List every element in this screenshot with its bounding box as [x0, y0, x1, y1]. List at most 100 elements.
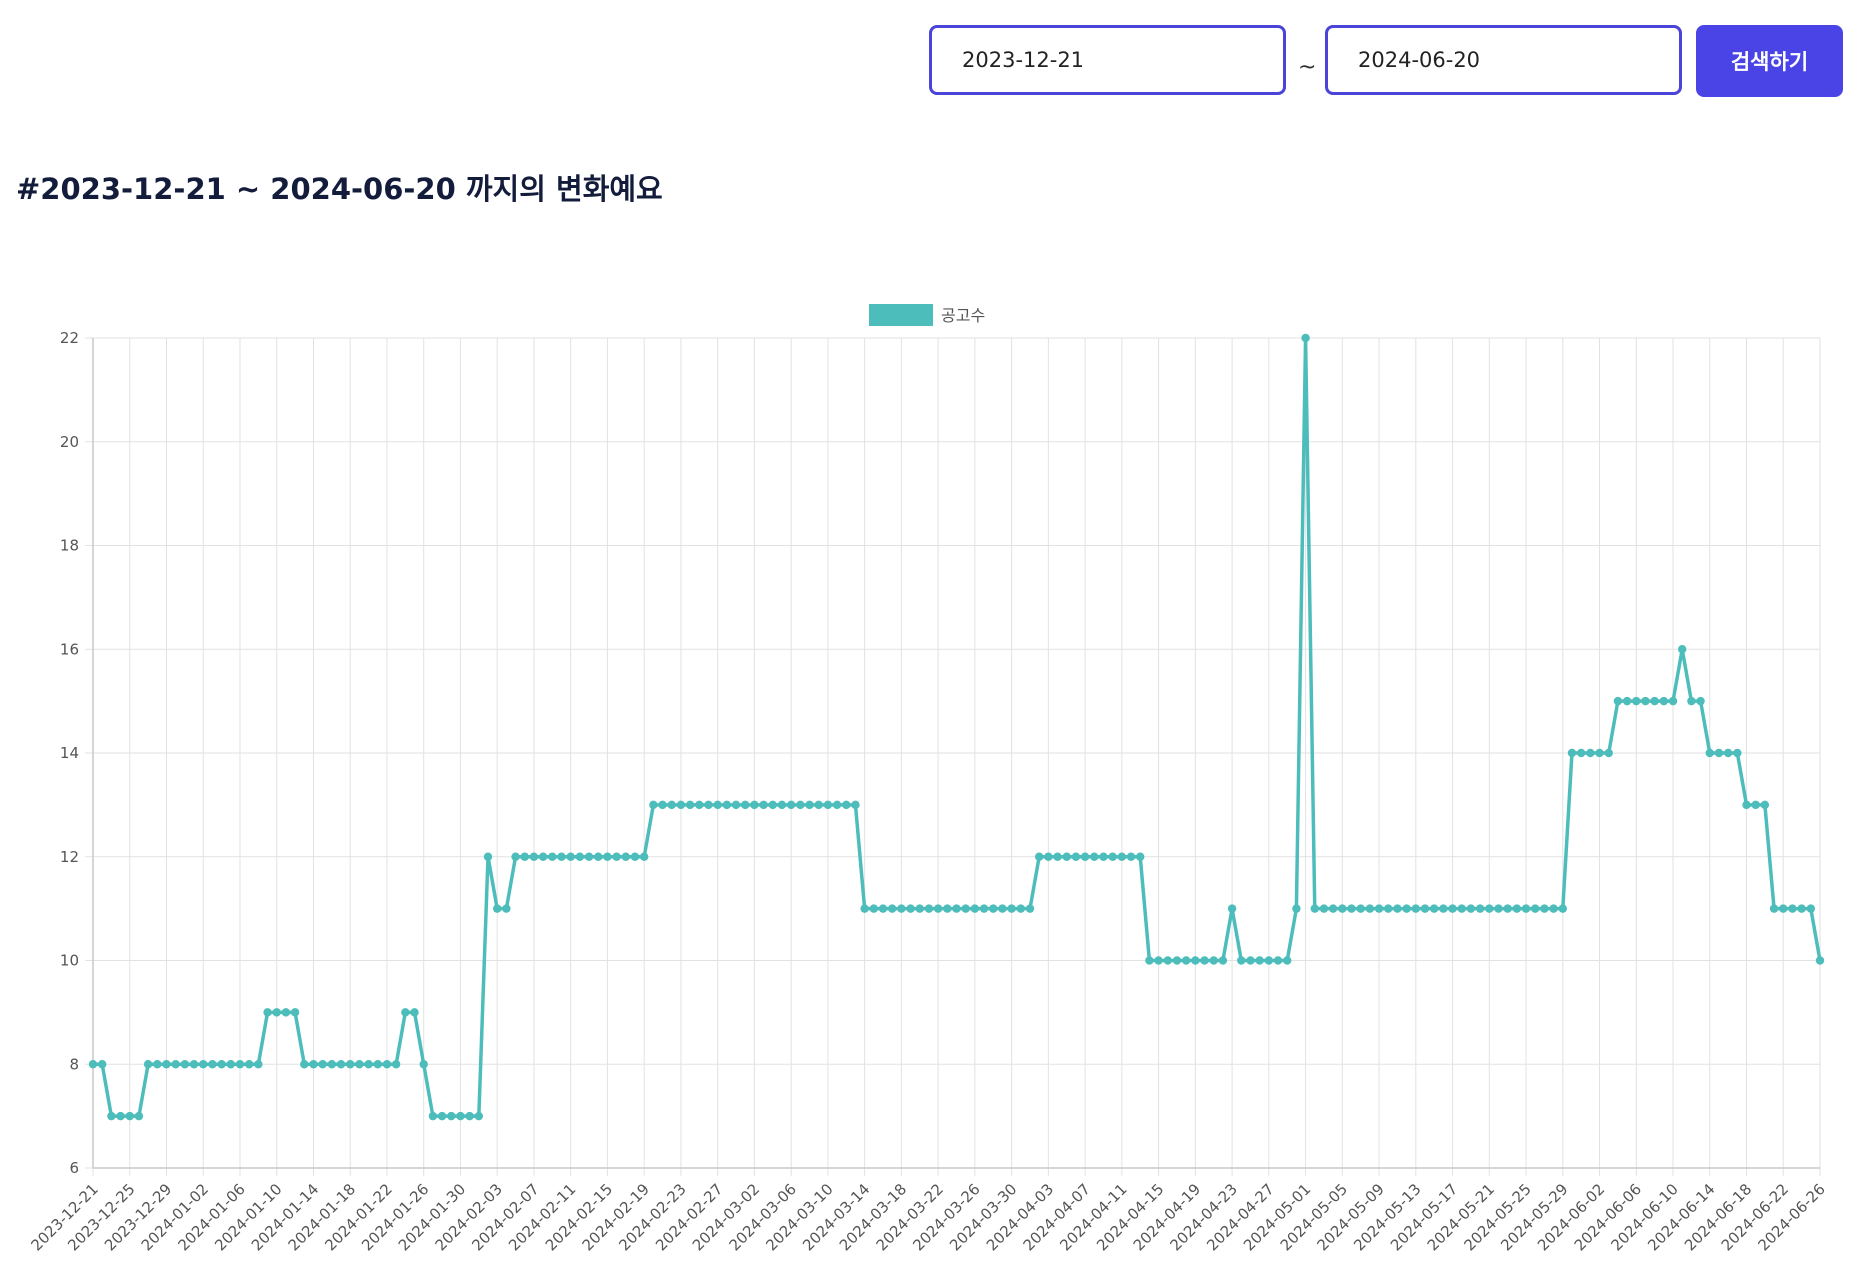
data-point[interactable]: [1567, 748, 1577, 758]
data-point[interactable]: [915, 904, 924, 913]
data-point[interactable]: [713, 800, 722, 810]
data-point[interactable]: [1659, 696, 1669, 706]
data-point[interactable]: [1191, 956, 1200, 965]
data-point[interactable]: [520, 852, 529, 861]
data-point[interactable]: [1025, 904, 1035, 913]
data-point[interactable]: [208, 1060, 217, 1069]
data-point[interactable]: [777, 800, 787, 810]
data-point[interactable]: [153, 1060, 162, 1069]
data-point[interactable]: [1393, 904, 1402, 913]
data-point[interactable]: [364, 1060, 373, 1069]
data-point[interactable]: [143, 1060, 153, 1069]
data-point[interactable]: [1503, 904, 1512, 913]
data-point[interactable]: [300, 1060, 309, 1069]
data-point[interactable]: [1227, 904, 1237, 913]
data-point[interactable]: [814, 800, 823, 810]
data-point[interactable]: [548, 852, 557, 861]
data-point[interactable]: [419, 1060, 428, 1069]
data-point[interactable]: [1090, 852, 1099, 861]
data-point[interactable]: [557, 852, 566, 861]
data-point[interactable]: [1181, 956, 1191, 965]
data-point[interactable]: [116, 1111, 125, 1121]
data-point[interactable]: [1668, 696, 1678, 706]
data-point[interactable]: [1246, 956, 1255, 965]
data-point[interactable]: [603, 852, 612, 861]
data-point[interactable]: [695, 800, 704, 810]
data-point[interactable]: [189, 1060, 199, 1069]
data-point[interactable]: [226, 1060, 235, 1069]
data-point[interactable]: [1604, 748, 1613, 758]
data-point[interactable]: [254, 1060, 263, 1069]
data-point[interactable]: [1457, 904, 1466, 913]
data-point[interactable]: [750, 800, 759, 810]
data-point[interactable]: [741, 800, 750, 810]
data-point[interactable]: [1558, 904, 1567, 913]
data-point[interactable]: [860, 904, 869, 913]
data-point[interactable]: [1328, 904, 1338, 913]
data-point[interactable]: [649, 800, 658, 810]
data-point[interactable]: [989, 904, 998, 913]
data-point[interactable]: [1209, 956, 1218, 965]
data-point[interactable]: [410, 1008, 419, 1017]
data-point[interactable]: [1705, 748, 1714, 758]
data-point[interactable]: [584, 852, 594, 861]
data-point[interactable]: [1172, 956, 1182, 965]
end-date-input[interactable]: [1325, 25, 1682, 95]
data-point[interactable]: [1310, 904, 1319, 913]
data-point[interactable]: [1200, 956, 1209, 965]
data-point[interactable]: [529, 852, 539, 861]
data-point[interactable]: [1283, 956, 1292, 965]
data-point[interactable]: [630, 852, 640, 861]
data-point[interactable]: [924, 904, 934, 913]
data-point[interactable]: [639, 852, 649, 861]
data-point[interactable]: [979, 904, 989, 913]
data-point[interactable]: [373, 1060, 382, 1069]
data-point[interactable]: [217, 1060, 226, 1069]
data-point[interactable]: [107, 1111, 116, 1121]
data-point[interactable]: [869, 904, 879, 913]
data-point[interactable]: [1117, 852, 1127, 861]
data-point[interactable]: [1760, 800, 1770, 810]
data-point[interactable]: [887, 904, 897, 913]
data-point[interactable]: [1402, 904, 1411, 913]
data-point[interactable]: [1007, 904, 1016, 913]
data-point[interactable]: [1053, 852, 1062, 861]
data-point[interactable]: [1273, 956, 1283, 965]
data-point[interactable]: [336, 1060, 346, 1069]
data-point[interactable]: [511, 852, 520, 861]
data-point[interactable]: [492, 904, 502, 913]
data-point[interactable]: [1292, 904, 1301, 913]
data-point[interactable]: [1769, 904, 1779, 913]
data-point[interactable]: [1071, 852, 1081, 861]
data-point[interactable]: [465, 1111, 474, 1121]
data-point[interactable]: [612, 852, 621, 861]
data-point[interactable]: [759, 800, 768, 810]
data-point[interactable]: [199, 1060, 208, 1069]
data-point[interactable]: [1374, 904, 1384, 913]
data-point[interactable]: [483, 852, 493, 861]
data-point[interactable]: [309, 1060, 318, 1069]
data-point[interactable]: [1466, 904, 1476, 913]
data-point[interactable]: [1613, 696, 1623, 706]
data-point[interactable]: [1549, 904, 1558, 913]
data-point[interactable]: [1420, 904, 1430, 913]
data-point[interactable]: [180, 1060, 190, 1069]
data-point[interactable]: [943, 904, 952, 913]
data-point[interactable]: [1429, 904, 1439, 913]
data-point[interactable]: [1622, 696, 1632, 706]
data-point[interactable]: [1797, 904, 1806, 913]
data-point[interactable]: [401, 1008, 410, 1017]
data-point[interactable]: [97, 1060, 107, 1069]
data-point[interactable]: [1576, 748, 1586, 758]
data-point[interactable]: [1384, 904, 1393, 913]
data-point[interactable]: [1742, 800, 1751, 810]
data-point[interactable]: [1678, 645, 1687, 654]
start-date-input[interactable]: [929, 25, 1286, 95]
data-point[interactable]: [1485, 904, 1494, 913]
data-point[interactable]: [290, 1008, 300, 1017]
data-point[interactable]: [594, 852, 603, 861]
data-point[interactable]: [1044, 852, 1053, 861]
data-point[interactable]: [823, 800, 833, 810]
data-point[interactable]: [235, 1060, 245, 1069]
data-point[interactable]: [1163, 956, 1172, 965]
